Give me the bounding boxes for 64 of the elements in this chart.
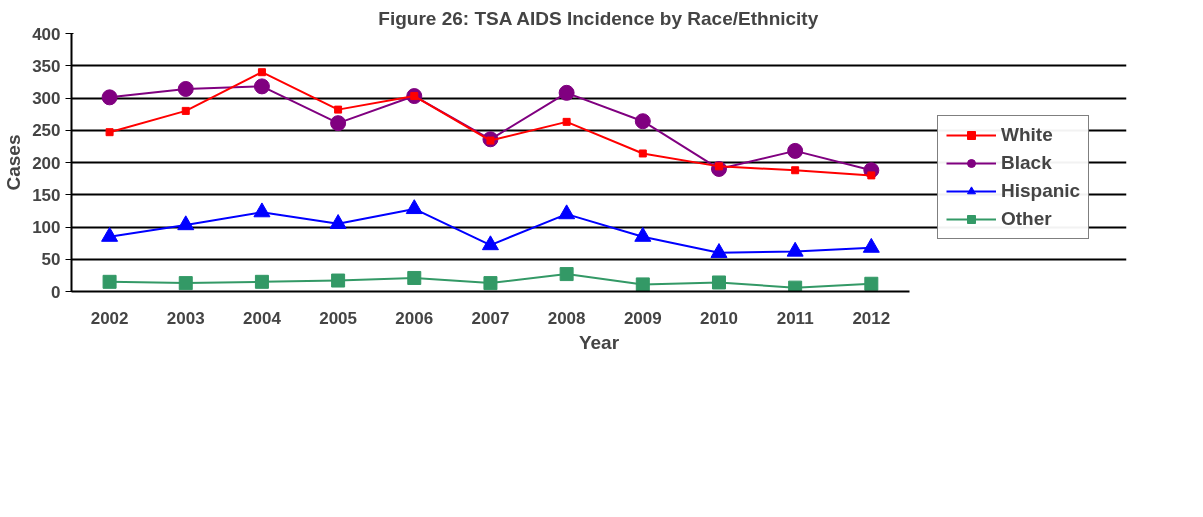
- point: [181, 106, 190, 115]
- point: [710, 243, 728, 258]
- x-tick-label: 2004: [243, 308, 282, 328]
- point: [634, 113, 651, 130]
- point: [329, 214, 347, 229]
- x-tick-label: 2006: [395, 308, 434, 328]
- point: [635, 277, 650, 292]
- point: [177, 80, 194, 97]
- point: [405, 199, 423, 215]
- point: [253, 202, 271, 218]
- x-tick-label: 2005: [319, 308, 358, 328]
- point: [791, 166, 800, 175]
- x-axis-title: Year: [578, 331, 620, 353]
- y-tick-label: 0: [51, 282, 61, 302]
- y-tick-label: 400: [32, 24, 61, 44]
- x-tick-label: 2002: [90, 308, 129, 328]
- y-tick-label: 250: [32, 121, 61, 141]
- y-tick-label: 350: [32, 56, 61, 76]
- x-tick-label: 2012: [852, 308, 891, 328]
- chart-title: Figure 26: TSA AIDS Incidence by Race/Ethnicity: [378, 7, 819, 29]
- point: [481, 235, 499, 251]
- point: [331, 273, 346, 288]
- y-tick-label: 50: [41, 250, 61, 270]
- point: [334, 105, 343, 114]
- point: [105, 128, 114, 137]
- point: [559, 267, 574, 282]
- x-tick-label: 2007: [471, 308, 510, 328]
- point: [178, 276, 193, 291]
- y-axis-title: Cases: [3, 134, 25, 191]
- point: [101, 226, 119, 242]
- legend-label: Black: [1001, 152, 1052, 174]
- point: [867, 171, 876, 180]
- point: [558, 204, 576, 220]
- y-tick-label: 100: [32, 218, 61, 237]
- x-tick-label: 2010: [700, 308, 738, 328]
- legend-label: White: [1001, 124, 1053, 146]
- point: [483, 276, 498, 291]
- point: [787, 142, 804, 159]
- point: [177, 215, 195, 231]
- point: [407, 270, 422, 285]
- point: [562, 117, 571, 126]
- point: [101, 89, 118, 106]
- x-tick-label: 2011: [776, 308, 814, 328]
- point: [638, 149, 647, 158]
- point: [634, 226, 652, 242]
- point: [102, 274, 117, 289]
- x-tick-label: 2008: [547, 308, 586, 328]
- point: [711, 275, 726, 290]
- point: [253, 78, 270, 95]
- point: [257, 68, 266, 77]
- point: [330, 115, 347, 132]
- point: [558, 84, 575, 101]
- y-tick-label: 200: [32, 153, 61, 173]
- point: [254, 274, 269, 289]
- point: [788, 280, 803, 292]
- point: [864, 276, 879, 291]
- y-tick-label: 300: [32, 89, 61, 108]
- y-tick-label: 150: [32, 185, 61, 205]
- point: [862, 237, 880, 253]
- x-tick-label: 2003: [166, 308, 205, 328]
- point: [786, 241, 804, 257]
- legend-label: Other: [1001, 208, 1052, 230]
- legend-label: Hispanic: [1001, 180, 1081, 202]
- x-tick-label: 2009: [623, 308, 662, 328]
